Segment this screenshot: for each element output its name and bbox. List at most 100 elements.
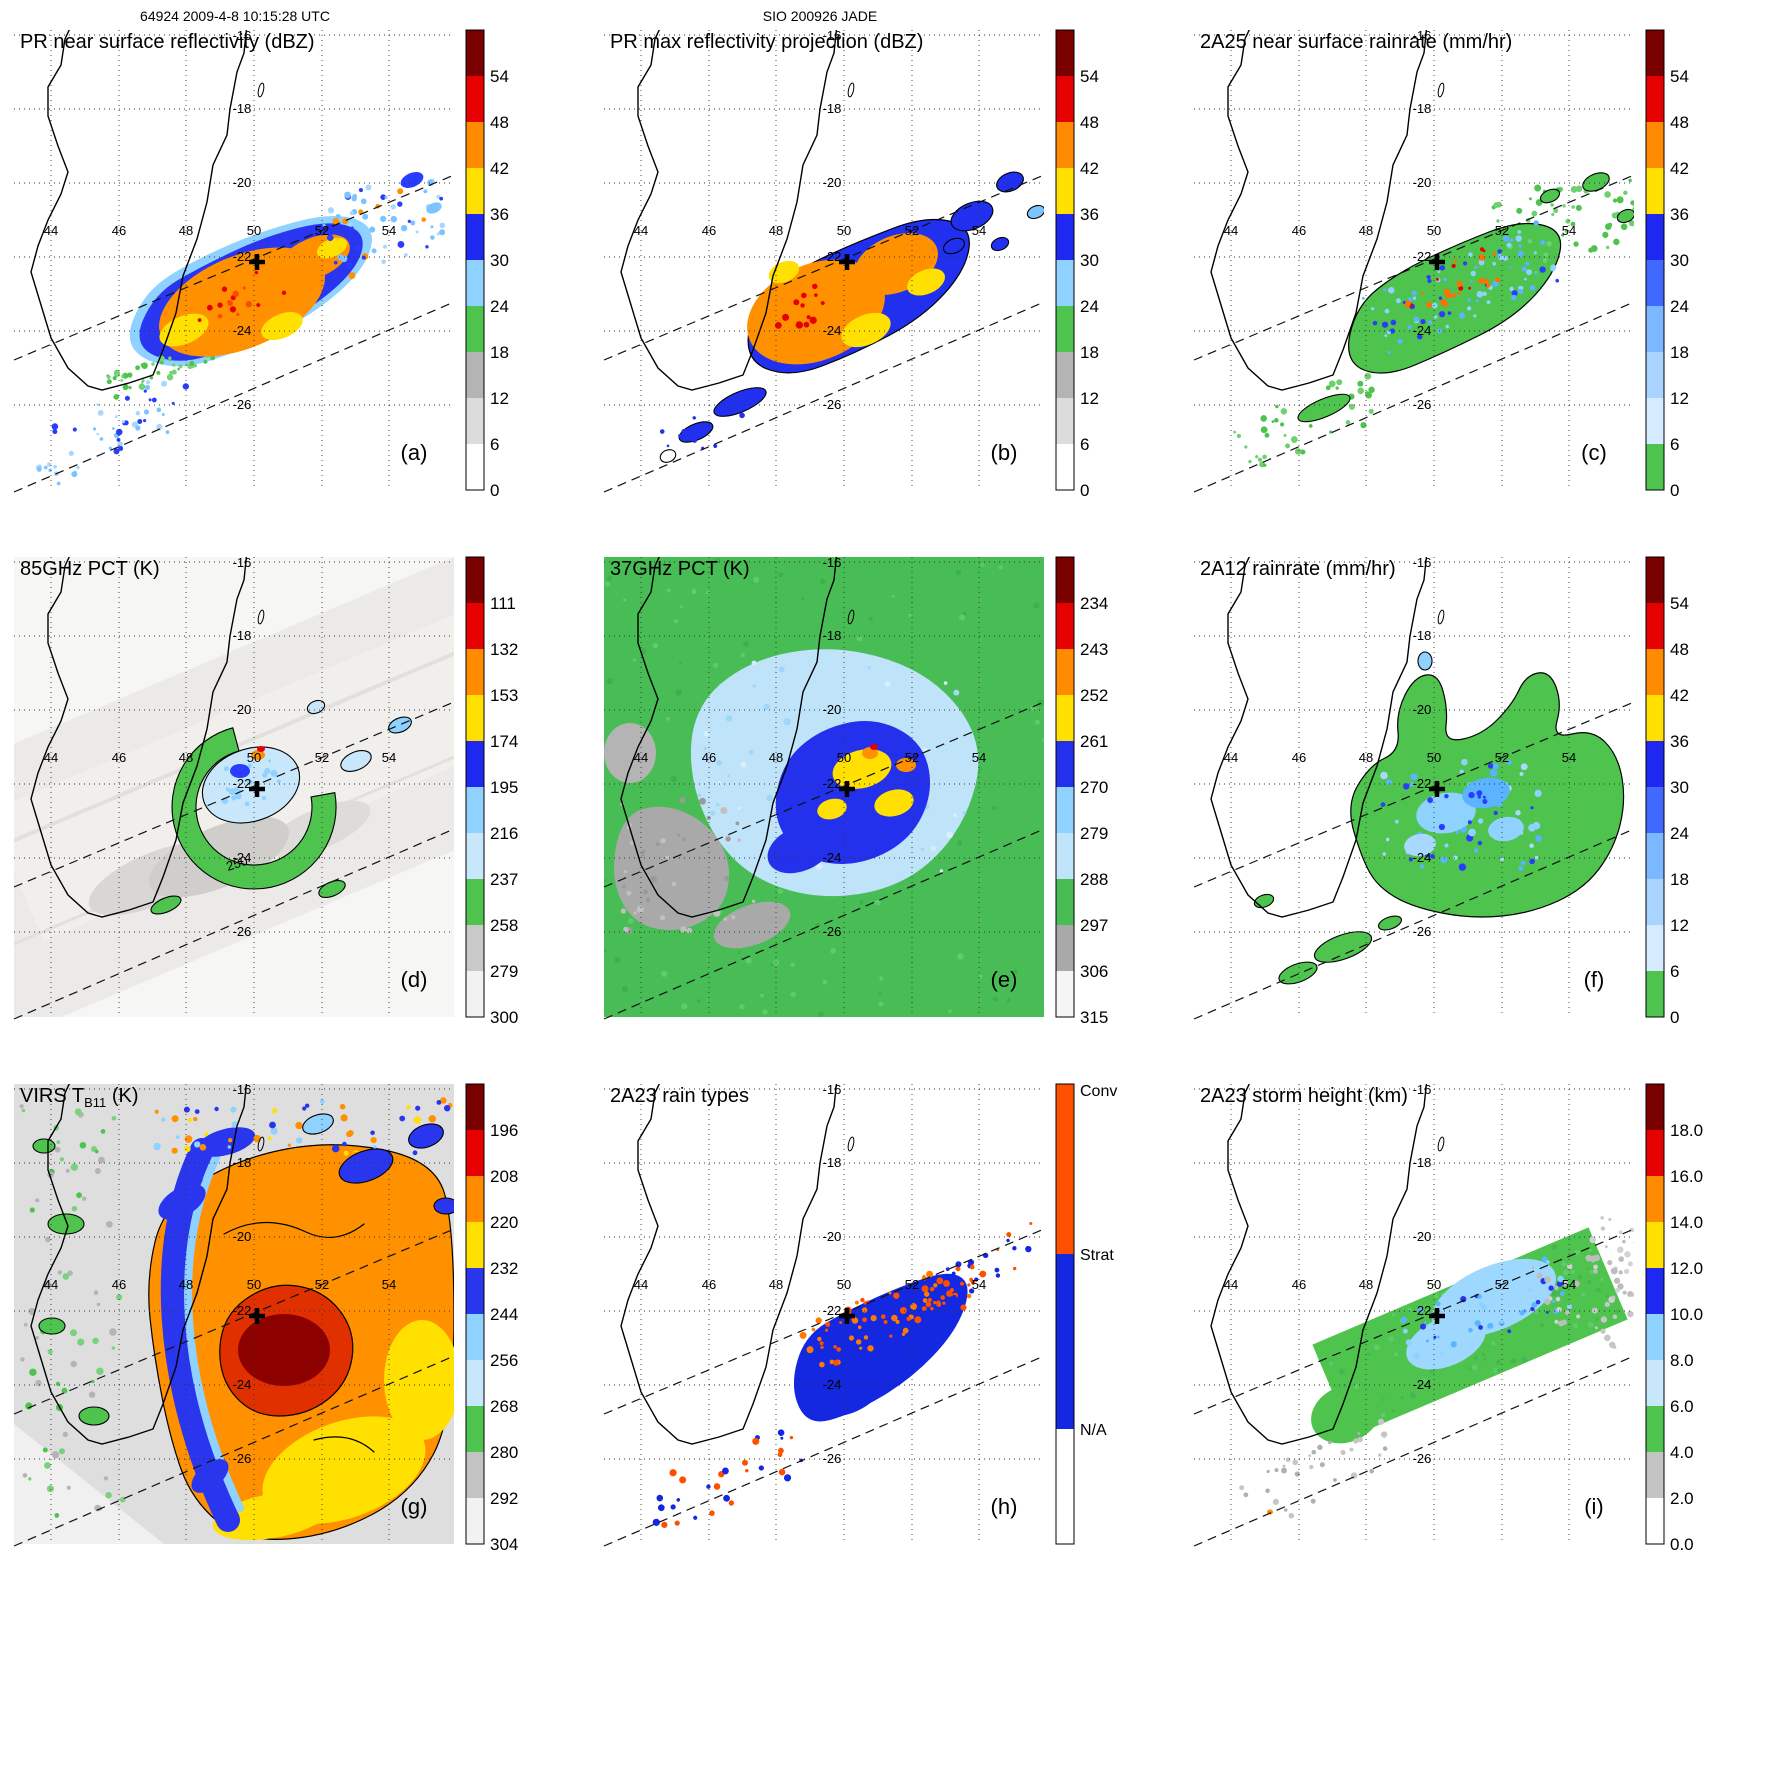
- colorbar-tick: 24: [490, 297, 509, 316]
- colorbar-tick: 243: [1080, 640, 1108, 659]
- colorbar-tick: 24: [1670, 297, 1689, 316]
- lon-label: 52: [905, 223, 919, 238]
- colorbar-tick: 237: [490, 870, 518, 889]
- colorbar-tick: 300: [490, 1008, 518, 1027]
- storm-center-marker: [249, 254, 265, 270]
- colorbar-tick: 42: [1670, 159, 1689, 178]
- lat-label: -16: [1413, 555, 1432, 570]
- storm-center-marker: [249, 1308, 265, 1324]
- lat-label: -16: [1413, 1082, 1432, 1097]
- lon-label: 48: [769, 750, 783, 765]
- colorbar-tick: 315: [1080, 1008, 1108, 1027]
- colorbar-tick: 288: [1080, 870, 1108, 889]
- coastline-madagascar: [1210, 1084, 1445, 1445]
- coastline-madagascar: [30, 557, 265, 918]
- lat-label: -24: [233, 850, 252, 865]
- swath-edge-lines: [13, 701, 455, 1020]
- grid-labels: 44 46 48 50 52 54 -16 -18 -20 -22 -24 -26: [44, 28, 396, 412]
- panel-e: 44 46 48 50 52 54 -16 -18 -20 -22 -24 -26 (e) 37GHz P…: [603, 555, 1108, 1027]
- lon-label: 44: [44, 223, 58, 238]
- lon-label: 50: [837, 750, 851, 765]
- colorbar-tick: 0: [1670, 1008, 1679, 1027]
- lat-label: -22: [1413, 249, 1432, 264]
- lon-label: 46: [1292, 223, 1306, 238]
- lat-label: -18: [233, 628, 252, 643]
- lat-label: -24: [233, 1377, 252, 1392]
- grid-labels: 44 46 48 50 52 54 -16 -18 -20 -22 -24 -26: [634, 1082, 986, 1466]
- lat-label: -18: [823, 628, 842, 643]
- data-field: [14, 1084, 454, 1544]
- lat-label: -16: [1413, 28, 1432, 43]
- colorbar-tick: 256: [490, 1351, 518, 1370]
- colorbar-tick: 12: [1670, 916, 1689, 935]
- panel-c: 44 46 48 50 52 54 -16 -18 -20 -22 -24 -26 (c) 2A25 ne…: [1193, 28, 1689, 500]
- lon-label: 54: [972, 750, 986, 765]
- lon-label: 48: [1359, 1277, 1373, 1292]
- colorbar-tick: 0: [490, 481, 499, 500]
- colorbar-tick: 196: [490, 1121, 518, 1140]
- lat-label: -18: [1413, 101, 1432, 116]
- lon-label: 50: [1427, 750, 1441, 765]
- colorbar-tick: 279: [1080, 824, 1108, 843]
- lon-label: 44: [1224, 1277, 1238, 1292]
- lat-label: -26: [233, 1451, 252, 1466]
- lon-label: 52: [905, 1277, 919, 1292]
- swath-edge-lines: [1193, 174, 1635, 493]
- colorbar-tick: 258: [490, 916, 518, 935]
- lon-label: 46: [112, 223, 126, 238]
- colorbar: 234 243 252 261 270 279 288 297 306 315: [1055, 556, 1108, 1027]
- panel-title: 2A25 near surface rainrate (mm/hr): [1200, 31, 1512, 53]
- lon-label: 52: [1495, 223, 1509, 238]
- colorbar-tick: 268: [490, 1397, 518, 1416]
- lat-label: -16: [233, 28, 252, 43]
- lat-label: -20: [1413, 1229, 1432, 1244]
- colorbar-tick: 18: [1670, 870, 1689, 889]
- lat-label: -16: [823, 1082, 842, 1097]
- grid-labels: 44 46 48 50 52 54 -16 -18 -20 -22 -24 -26: [634, 555, 986, 939]
- lat-label: -26: [823, 397, 842, 412]
- swath-edge-lines: [13, 1228, 455, 1547]
- lat-label: -22: [823, 249, 842, 264]
- lat-label: -20: [233, 702, 252, 717]
- storm-center-marker: [1429, 781, 1445, 797]
- colorbar-label: N/A: [1080, 1422, 1107, 1439]
- panel-letter: (b): [991, 440, 1018, 465]
- colorbar-tick: 36: [1080, 205, 1099, 224]
- swath-edge-lines: [603, 1228, 1045, 1547]
- colorbar-tick: 16.0: [1670, 1167, 1703, 1186]
- lon-label: 54: [382, 1277, 396, 1292]
- lon-label: 48: [1359, 750, 1373, 765]
- lon-label: 44: [634, 1277, 648, 1292]
- colorbar-tick: 174: [490, 732, 518, 751]
- colorbar-tick: 36: [490, 205, 509, 224]
- lat-label: -20: [823, 1229, 842, 1244]
- lon-label: 50: [1427, 223, 1441, 238]
- colorbar-tick: 42: [1080, 159, 1099, 178]
- swath-edge-lines: [13, 174, 455, 493]
- grid-labels: 44 46 48 50 52 54 -16 -18 -20 -22 -24 -26: [1224, 28, 1576, 412]
- storm-center-marker: [839, 781, 855, 797]
- colorbar-tick: 216: [490, 824, 518, 843]
- panel-h: 44 46 48 50 52 54 -16 -18 -20 -22 -24 -26 (h) 2A23 ra…: [603, 1082, 1117, 1547]
- colorbar-tick: 18: [1080, 343, 1099, 362]
- colorbar-tick: 0: [1080, 481, 1089, 500]
- panel-g: 44 46 48 50 52 54 -16 -18 -20 -22 -24 -26 (g) VIRS TB…: [13, 1082, 518, 1554]
- panel-letter: (h): [991, 1494, 1018, 1519]
- lon-label: 52: [905, 750, 919, 765]
- lon-label: 50: [1427, 1277, 1441, 1292]
- lon-label: 46: [112, 750, 126, 765]
- colorbar: 54 48 42 36 30 24 18 12 6 0: [465, 29, 509, 500]
- data-field: [659, 171, 1044, 463]
- colorbar-tick: 54: [1670, 67, 1689, 86]
- lon-label: 54: [1562, 223, 1576, 238]
- colorbar-tick: 18: [1670, 343, 1689, 362]
- colorbar: 18.0 16.0 14.0 12.0 10.0 8.0 6.0 4.0 2.0 0.0: [1645, 1083, 1703, 1554]
- swath-edge-lines: [603, 701, 1045, 1020]
- lat-label: -26: [1413, 924, 1432, 939]
- lat-label: -26: [233, 397, 252, 412]
- lon-label: 54: [1562, 1277, 1576, 1292]
- colorbar-tick: 304: [490, 1535, 518, 1554]
- colorbar-tick: 306: [1080, 962, 1108, 981]
- lon-label: 48: [769, 1277, 783, 1292]
- coastline-madagascar: [620, 1084, 855, 1445]
